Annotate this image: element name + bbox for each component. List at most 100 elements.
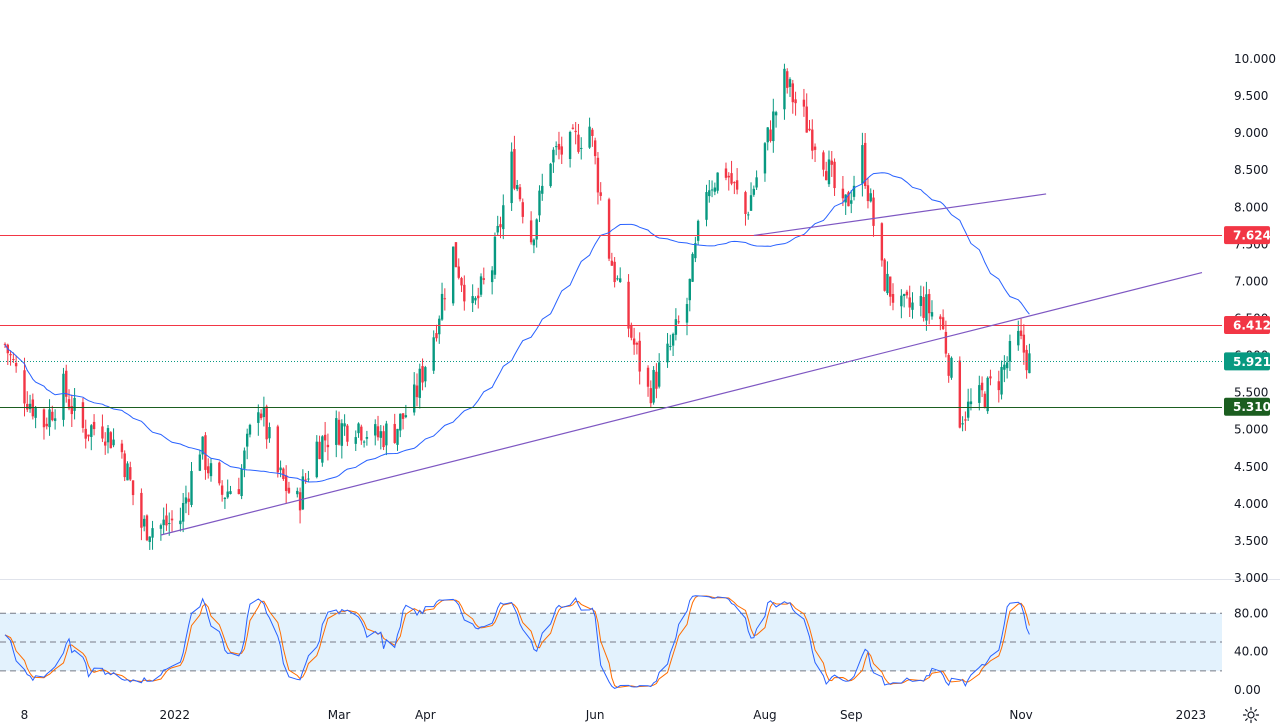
candle-body (67, 399, 71, 409)
candle-body (766, 127, 769, 143)
price-badge-label: 5.310 (1233, 400, 1271, 414)
candle-body (207, 466, 210, 474)
price-levels[interactable] (0, 235, 1222, 408)
candle-body (374, 424, 377, 436)
candle-body (947, 355, 950, 376)
candle-body (240, 468, 243, 497)
candle-body (262, 407, 266, 418)
candle-body (229, 491, 232, 495)
time-axis[interactable]: 8 2022 Mar Apr Jun Aug Sep Nov 2023 (21, 708, 1206, 722)
candle-body (552, 149, 555, 163)
candle-body (248, 424, 252, 435)
candle-body (168, 523, 171, 525)
candle-body (159, 525, 163, 529)
candle-body (477, 295, 480, 299)
candle-body (304, 479, 307, 481)
candle-body (666, 343, 669, 363)
candle-body (635, 342, 639, 345)
candle-body (966, 401, 970, 418)
candle-body (45, 423, 48, 427)
candle-body (268, 427, 271, 439)
candle-body (905, 291, 909, 296)
trendlines[interactable] (160, 193, 1203, 536)
price-badge-label: 7.624 (1233, 229, 1271, 243)
candle-body (92, 421, 96, 430)
candle-body (619, 278, 622, 283)
candle-body (850, 200, 853, 204)
candle-body (362, 441, 366, 443)
candle-body (574, 130, 577, 133)
candle-body (788, 79, 792, 87)
candle-body (755, 177, 758, 188)
candle-body (674, 319, 678, 335)
candle-body (451, 246, 455, 304)
candle-body (911, 302, 914, 310)
candle-body (190, 471, 193, 505)
candle-body (401, 413, 405, 419)
candle-body (145, 515, 149, 541)
candle-body (883, 259, 886, 291)
candle-body (42, 409, 46, 428)
candle-body (691, 253, 694, 282)
candle-body (638, 340, 641, 372)
candle-body (869, 193, 872, 202)
price-tick-label: 5.000 (1234, 423, 1268, 437)
candle-body (218, 462, 221, 484)
candle-body (811, 129, 814, 151)
candle-body (752, 188, 756, 195)
candle-body (902, 293, 906, 296)
candle-body (1025, 349, 1028, 371)
candle-body (257, 412, 260, 423)
candle-body (763, 143, 767, 174)
trendline-upper[interactable] (753, 193, 1047, 237)
candle-body (457, 266, 460, 278)
candle-body (841, 188, 845, 199)
candle-body (772, 111, 775, 142)
oscillator-band (0, 579, 1280, 672)
candle-body (123, 453, 126, 478)
candle-body (421, 366, 424, 383)
candle-body (655, 371, 658, 389)
candle-body (70, 406, 74, 415)
candle-body (538, 190, 541, 216)
candle-body (9, 354, 12, 356)
candle-body (646, 367, 650, 387)
candle-body (833, 161, 836, 189)
time-tick-label: Apr (415, 708, 436, 722)
candle-body (496, 225, 499, 233)
candle-body (822, 152, 825, 170)
time-tick-label: 2023 (1176, 708, 1207, 722)
candle-body (307, 478, 310, 480)
candle-body (922, 297, 925, 318)
candle-body (396, 428, 399, 445)
gear-icon[interactable] (1242, 706, 1260, 724)
candle-body (226, 491, 229, 498)
trendline-support[interactable] (160, 271, 1203, 536)
candle-body (165, 515, 168, 526)
candle-body (81, 402, 85, 428)
candle-body (677, 321, 680, 323)
candle-body (482, 278, 485, 280)
candle-body (532, 239, 536, 246)
candle-body (593, 140, 597, 157)
price-axis[interactable]: 10.0009.5009.0008.5008.0007.5007.0006.50… (1234, 52, 1276, 585)
candle-body (187, 498, 190, 502)
candle-body (813, 146, 817, 150)
candle-body (298, 492, 302, 511)
candle-body (335, 418, 338, 445)
candle-body (783, 68, 786, 110)
candle-body (694, 243, 697, 259)
candle-body (733, 182, 736, 184)
candle-body (716, 172, 719, 191)
candle-body (315, 441, 318, 478)
candle-body (744, 192, 747, 214)
price-tick-label: 4.500 (1234, 460, 1268, 474)
candle-body (223, 497, 227, 500)
candle-body (927, 293, 931, 314)
candle-body (318, 441, 321, 460)
candle-body (688, 278, 691, 301)
candle-body (90, 425, 93, 437)
candle-body (443, 298, 447, 300)
candle-body (245, 433, 249, 447)
